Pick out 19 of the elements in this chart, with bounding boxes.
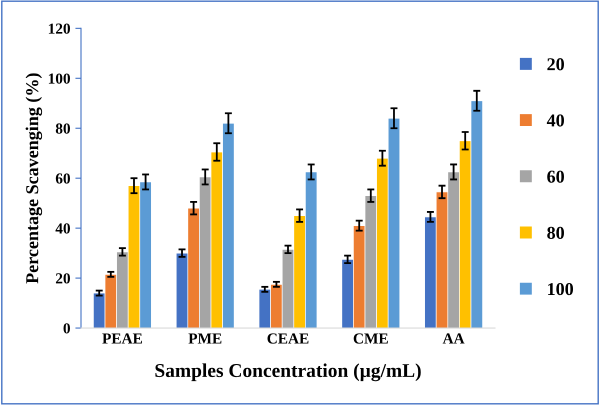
legend-label: 100 <box>548 283 574 296</box>
legend-label: 40 <box>546 114 564 127</box>
y-tick-label: 20 <box>56 273 70 284</box>
legend-label: 20 <box>547 58 564 70</box>
y-tick-label: 80 <box>56 123 70 134</box>
y-tick-label: 0 <box>64 323 70 334</box>
x-tick-label: CEAE <box>268 333 308 344</box>
x-tick-label: PEAE <box>102 333 142 344</box>
y-tick-label: 120 <box>48 23 70 34</box>
x-axis-title: Samples Concentration (µg/mL) <box>155 363 421 382</box>
x-tick-label: PME <box>188 334 222 344</box>
legend-label: 60 <box>547 170 564 183</box>
y-tick-label: 100 <box>48 73 70 84</box>
x-tick-label: CME <box>354 333 388 344</box>
y-tick-label: 60 <box>56 173 70 184</box>
y-axis-title: Percentage Scavenging (%) <box>26 73 42 284</box>
legend-label: 80 <box>547 226 564 239</box>
x-tick-label: AA <box>442 333 465 344</box>
y-tick-label: 40 <box>56 223 70 234</box>
